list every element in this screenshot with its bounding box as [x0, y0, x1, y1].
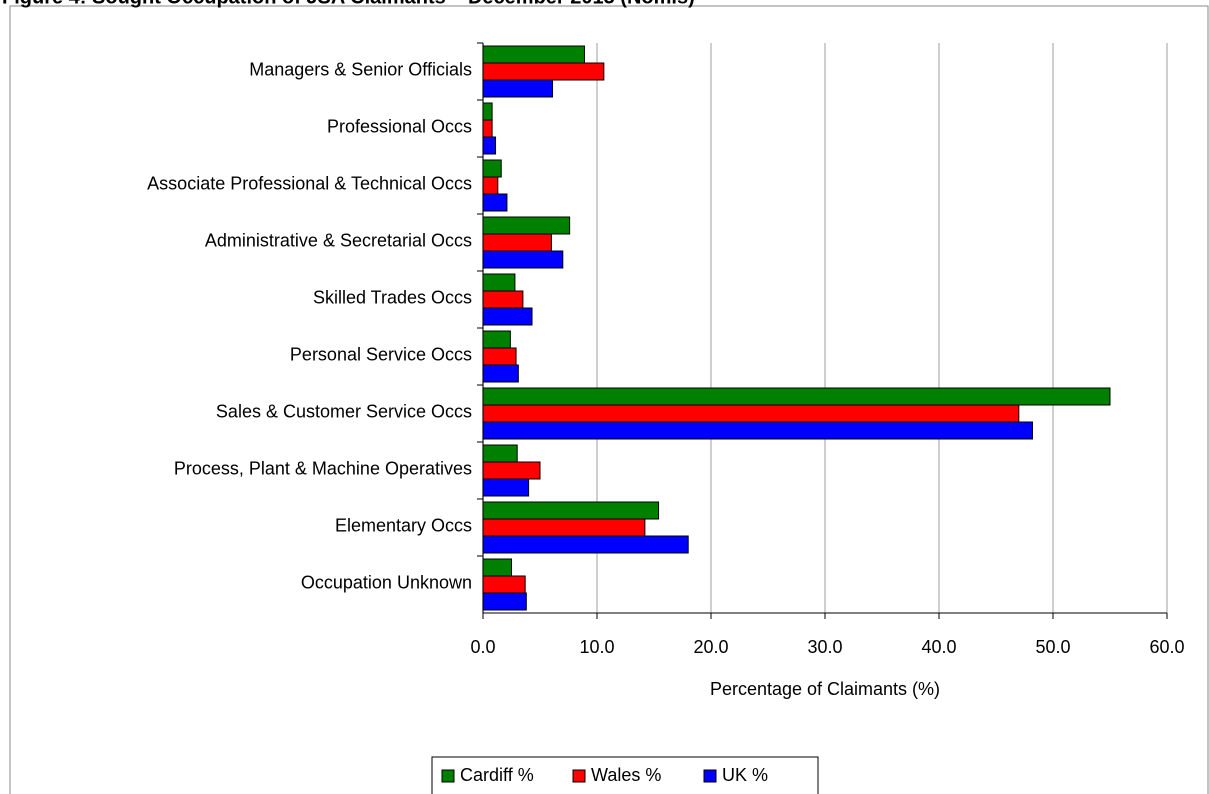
bar [482, 478, 530, 497]
legend-box [431, 756, 819, 794]
bar [482, 558, 512, 577]
x-axis-title: Percentage of Claimants (%) [710, 679, 940, 699]
bar [482, 404, 1020, 423]
bar [482, 290, 524, 309]
bar [482, 136, 497, 155]
legend-swatch [572, 769, 586, 783]
bar [482, 176, 499, 195]
y-tick-label: Professional Occs [327, 116, 472, 136]
x-tick-label: 0.0 [470, 637, 495, 657]
y-tick-label: Process, Plant & Machine Operatives [174, 458, 472, 478]
x-tick-label: 60.0 [1149, 637, 1184, 657]
x-tick-label: 20.0 [693, 637, 728, 657]
bar [482, 347, 517, 366]
y-tick-label: Skilled Trades Occs [313, 287, 472, 307]
y-tick-label: Managers & Senior Officials [249, 59, 472, 79]
bar [482, 592, 527, 611]
y-tick-label: Occupation Unknown [301, 572, 472, 592]
legend-swatch [703, 769, 717, 783]
bar [482, 444, 518, 463]
bar [482, 273, 516, 292]
bar [482, 45, 585, 64]
legend-label: UK % [722, 765, 768, 785]
bar [482, 307, 533, 326]
legend-label: Wales % [591, 765, 661, 785]
bar [482, 461, 541, 480]
bar [482, 193, 508, 212]
x-tick-label: 50.0 [1035, 637, 1070, 657]
bar [482, 233, 552, 252]
y-tick-label: Administrative & Secretarial Occs [205, 230, 472, 250]
legend-label: Cardiff % [460, 765, 534, 785]
y-tick-label: Elementary Occs [335, 515, 472, 535]
bar [482, 250, 564, 269]
bar [482, 119, 493, 138]
legend-swatch [441, 769, 455, 783]
bar [482, 518, 646, 537]
y-tick-label: Sales & Customer Service Occs [216, 401, 472, 421]
y-tick-label: Personal Service Occs [290, 344, 472, 364]
bar [482, 387, 1111, 406]
bar [482, 501, 660, 520]
x-tick-label: 10.0 [579, 637, 614, 657]
bar [482, 535, 689, 554]
x-tick-label: 40.0 [921, 637, 956, 657]
bar [482, 159, 502, 178]
chart-title: Figure 4: Sought Occupation of JSA Claim… [2, 0, 695, 8]
bar [482, 330, 511, 349]
bar [482, 102, 493, 121]
bar [482, 216, 571, 235]
bar [482, 575, 526, 594]
y-tick-label: Associate Professional & Technical Occs [147, 173, 472, 193]
bar [482, 62, 605, 81]
bar [482, 364, 519, 383]
bar [482, 421, 1033, 440]
bar [482, 79, 554, 98]
x-tick-label: 30.0 [807, 637, 842, 657]
